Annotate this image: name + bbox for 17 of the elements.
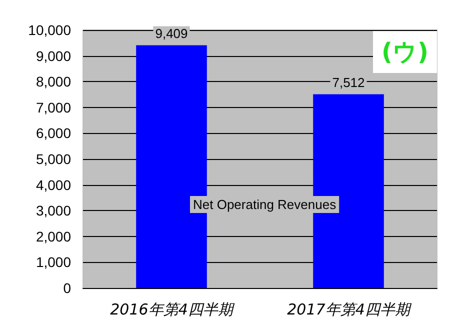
data-label: 9,409	[155, 26, 188, 42]
y-tick-label: 7,000	[36, 99, 72, 116]
x-tick-label: 2017年第4四半期	[287, 300, 412, 318]
y-tick-label: 1,000	[36, 254, 72, 270]
annotation: Net Operating Revenues	[193, 197, 337, 212]
y-tick-label: 6,000	[36, 125, 72, 142]
y-tick-label: 3,000	[36, 202, 72, 219]
y-tick-label: 9,000	[36, 48, 72, 64]
annotation: (ウ)	[382, 38, 428, 66]
data-label: 7,512	[332, 75, 365, 90]
y-tick-label: 10,000	[28, 22, 72, 38]
y-tick-label: 5,000	[36, 151, 72, 167]
y-tick-label: 2,000	[36, 228, 72, 244]
y-tick-label: 0	[63, 280, 72, 296]
y-tick-label: 8,000	[36, 74, 72, 90]
x-tick-label: 2016年第4四半期	[110, 300, 235, 318]
y-tick-label: 4,000	[36, 176, 72, 193]
